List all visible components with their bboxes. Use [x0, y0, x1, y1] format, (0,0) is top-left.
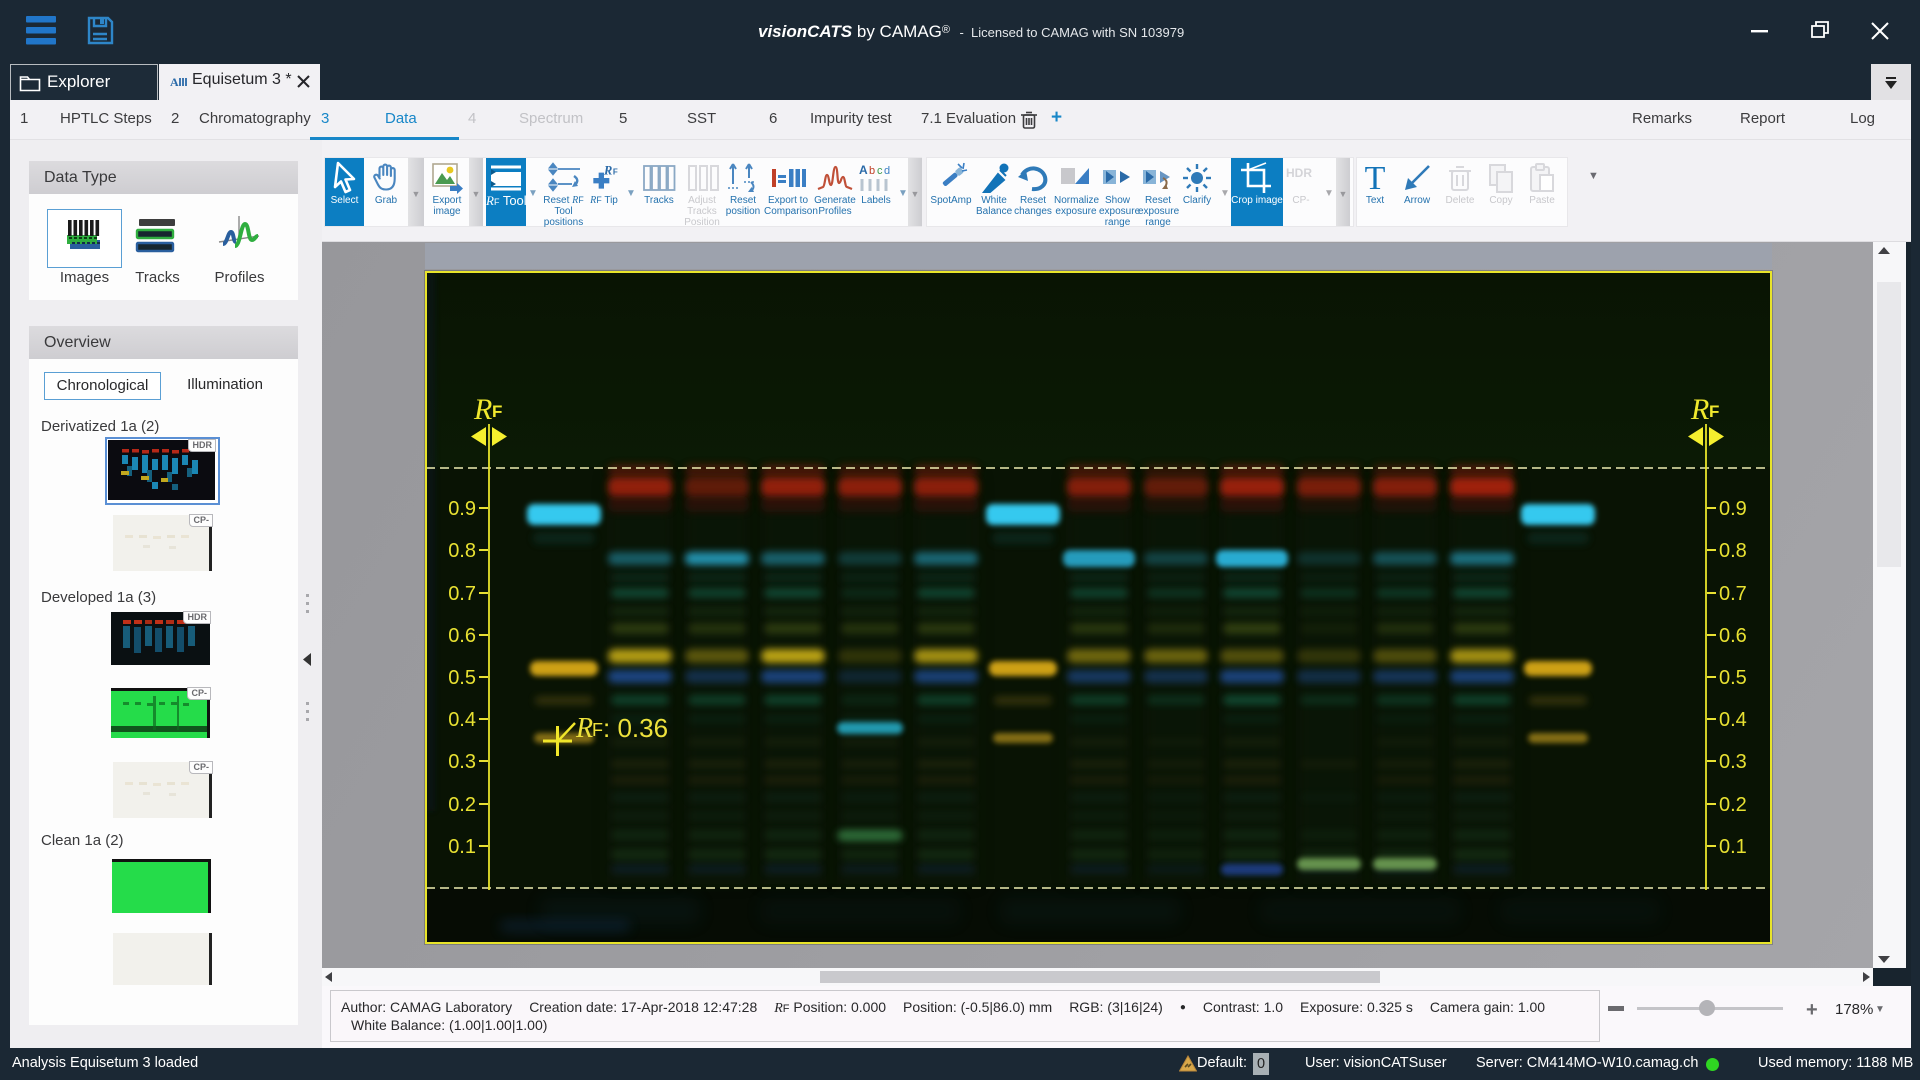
svg-text:0.6: 0.6: [448, 625, 476, 647]
svg-text:0.2: 0.2: [1719, 794, 1747, 816]
svg-text:0.3: 0.3: [1719, 751, 1747, 773]
svg-text:0.5: 0.5: [1719, 667, 1747, 689]
svg-text:0.2: 0.2: [448, 794, 476, 816]
svg-text:0.9: 0.9: [1719, 498, 1747, 520]
svg-text:0.7: 0.7: [448, 583, 476, 605]
svg-text:T: T: [1365, 162, 1386, 194]
svg-text:A: A: [170, 75, 179, 88]
svg-text:0.9: 0.9: [448, 498, 476, 520]
svg-text:F: F: [492, 402, 502, 421]
svg-text:0.8: 0.8: [1719, 540, 1747, 562]
svg-text:F: F: [613, 167, 618, 176]
svg-text:R: R: [603, 163, 612, 177]
svg-text:0.1: 0.1: [1719, 836, 1747, 858]
svg-text:: 0.36: : 0.36: [603, 713, 668, 743]
svg-text:F: F: [1709, 402, 1719, 421]
svg-text:F: F: [592, 720, 603, 740]
svg-text:R: R: [1690, 393, 1709, 426]
svg-text:0.8: 0.8: [448, 540, 476, 562]
svg-text:0.4: 0.4: [1719, 709, 1747, 731]
svg-text:0.1: 0.1: [448, 836, 476, 858]
svg-text:d: d: [884, 165, 890, 177]
svg-text:R: R: [473, 393, 492, 426]
svg-text:0.3: 0.3: [448, 751, 476, 773]
svg-text:A: A: [859, 163, 868, 177]
svg-text:b: b: [869, 165, 875, 177]
svg-text:HDR: HDR: [1286, 166, 1312, 180]
svg-text:0.6: 0.6: [1719, 625, 1747, 647]
svg-text:0.4: 0.4: [448, 709, 476, 731]
svg-text:c: c: [877, 165, 883, 177]
svg-text:0.5: 0.5: [448, 667, 476, 689]
svg-text:0.7: 0.7: [1719, 583, 1747, 605]
svg-text:R: R: [575, 713, 593, 744]
